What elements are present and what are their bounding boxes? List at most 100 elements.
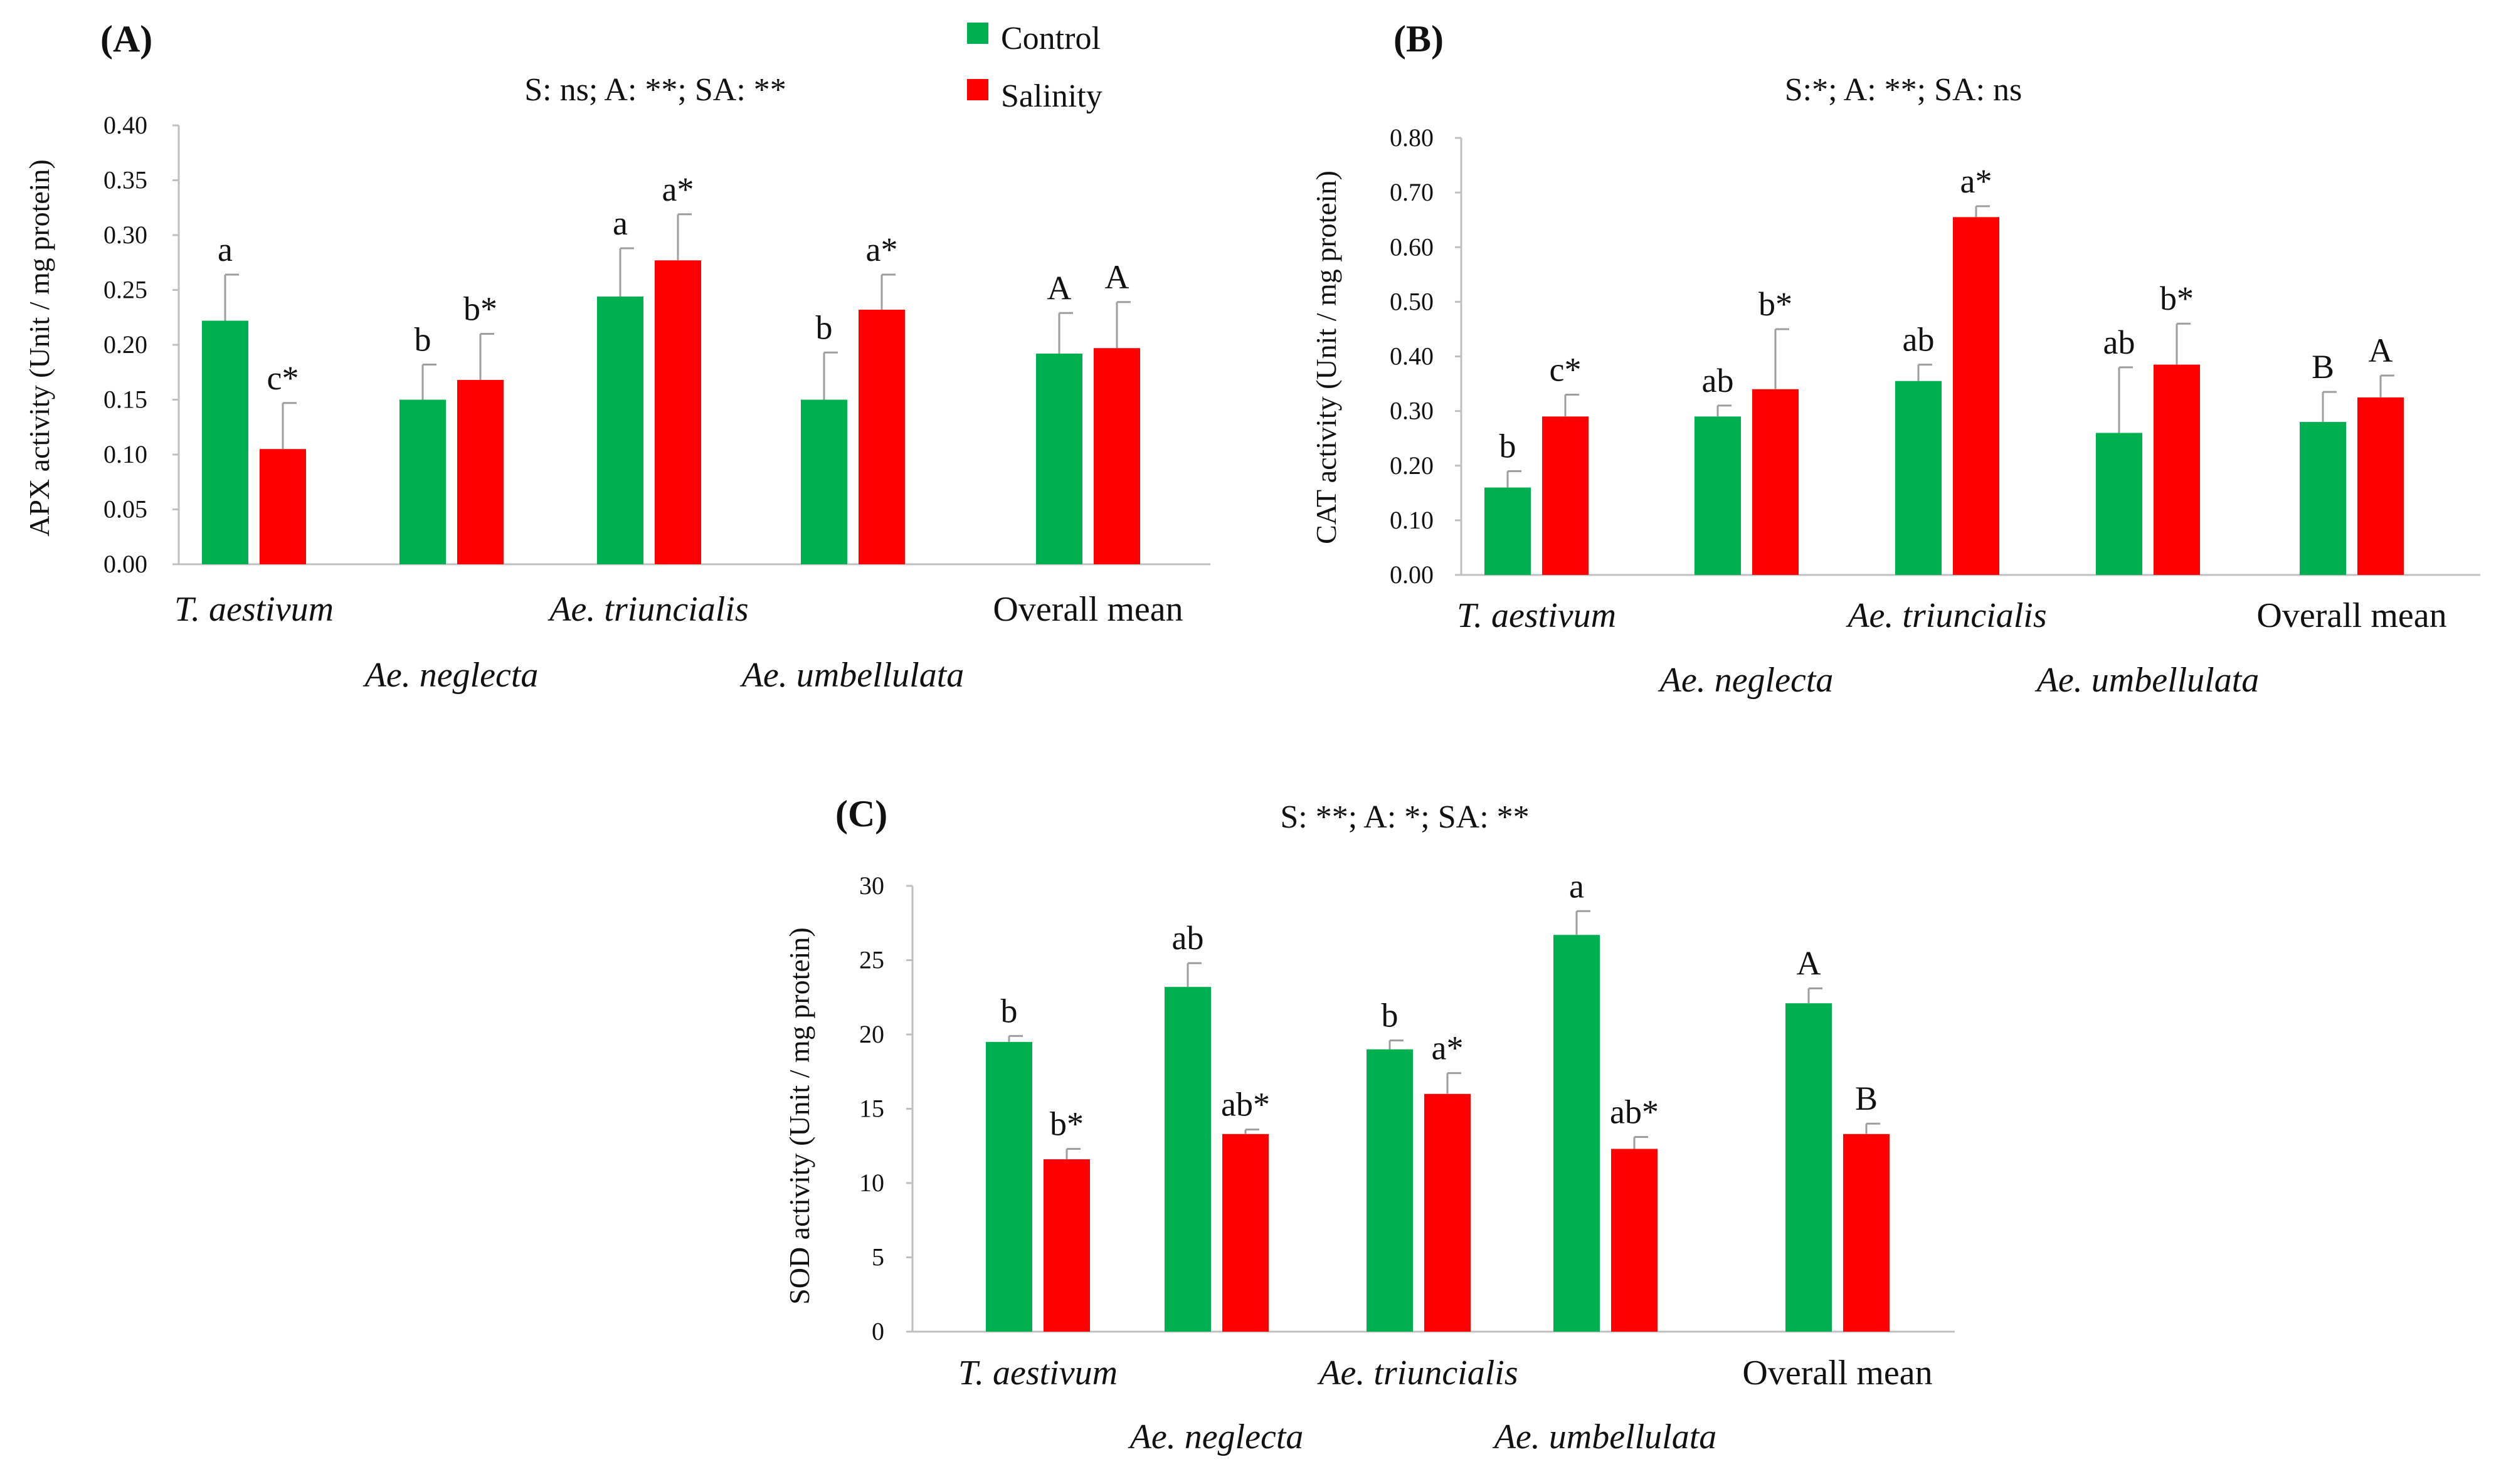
panel-c-data-label-control: b xyxy=(1001,992,1018,1029)
panel-a-x-tick-label: T. aestivum xyxy=(174,590,334,629)
panel-a-y-tick-label: 0.25 xyxy=(103,276,147,304)
panel-b-y-tick-label: 0.40 xyxy=(1390,342,1434,371)
panel-a-bar-control xyxy=(801,399,847,564)
panel-c-data-label-salinity: b* xyxy=(1050,1105,1084,1142)
panel-b-data-label-salinity: A xyxy=(2369,332,2393,369)
panel-a-y-tick-label: 0.00 xyxy=(103,550,147,578)
panel-a-data-label-control: b xyxy=(415,321,431,359)
panel-a-x-tick-label: Overall mean xyxy=(993,590,1183,629)
panel-a-data-label-salinity: a* xyxy=(866,231,898,268)
panel-a-data-label-salinity: A xyxy=(1105,258,1129,296)
panel-b-data-label-control: b xyxy=(1499,427,1516,465)
panel-a-bar-control xyxy=(202,320,248,564)
panel-a-data-label-control: A xyxy=(1047,269,1072,307)
panel-b: (B) S:*; A: **; SA: ns CAT activity (Uni… xyxy=(1310,18,2480,700)
panel-b-data-label-salinity: a* xyxy=(1960,162,1992,200)
panel-b-x-tick-label: Ae. neglecta xyxy=(1658,661,1834,700)
panel-c-data-label-control: ab xyxy=(1172,919,1204,957)
panel-a-bar-salinity xyxy=(655,260,701,564)
panel-c-data-label-control: A xyxy=(1797,945,1821,982)
panel-a-y-tick-label: 0.15 xyxy=(103,386,147,414)
panel-c-data-label-salinity: B xyxy=(1855,1080,1878,1117)
panel-c-y-tick-label: 10 xyxy=(859,1169,884,1197)
panel-a-stats: S: ns; A: **; SA: ** xyxy=(524,72,786,108)
panel-a-data-label-control: a xyxy=(218,231,233,268)
panel-a-y-tick-label: 0.10 xyxy=(103,440,147,468)
panel-c: (C) S: **; A: *; SA: ** SOD activity (Un… xyxy=(783,793,1955,1456)
panel-c-x-tick-label: Overall mean xyxy=(1742,1354,1932,1392)
panel-a-y-tick-label: 0.20 xyxy=(103,330,147,359)
panel-a-bar-salinity xyxy=(260,449,306,564)
panel-c-y-tick-label: 30 xyxy=(859,871,884,900)
panel-c-data-label-salinity: a* xyxy=(1432,1029,1464,1067)
panel-b-y-tick-label: 0.70 xyxy=(1390,178,1434,206)
panel-b-y-tick-label: 0.10 xyxy=(1390,506,1434,534)
legend-control-swatch xyxy=(967,23,988,44)
panel-c-stats: S: **; A: *; SA: ** xyxy=(1280,799,1529,835)
panel-a: (A) S: ns; A: **; SA: ** APX activity (U… xyxy=(23,18,1210,695)
panel-b-bar-salinity xyxy=(2357,397,2404,575)
panel-b-bar-control xyxy=(1484,487,1531,575)
panel-a-y-tick-label: 0.30 xyxy=(103,221,147,249)
panel-a-data-label-salinity: b* xyxy=(463,290,497,328)
panel-b-y-tick-label: 0.80 xyxy=(1390,124,1434,152)
panel-b-ylabel: CAT activity (Unit / mg protein) xyxy=(1310,171,1342,544)
panel-c-bar-salinity xyxy=(1611,1149,1658,1332)
panel-b-bar-salinity xyxy=(2154,364,2200,575)
panel-a-y-tick-label: 0.35 xyxy=(103,166,147,194)
panel-c-bar-salinity xyxy=(1044,1159,1090,1332)
panel-a-data-label-control: a xyxy=(613,204,628,242)
panel-b-bar-control xyxy=(1895,381,1942,575)
panel-a-bar-salinity xyxy=(457,380,504,564)
panel-b-y-tick-label: 0.60 xyxy=(1390,233,1434,261)
panel-c-y-tick-label: 20 xyxy=(859,1020,884,1048)
panel-b-stats: S:*; A: **; SA: ns xyxy=(1785,72,2022,108)
panel-a-bar-control xyxy=(399,399,446,564)
panel-a-label: (A) xyxy=(100,18,152,60)
panel-c-bar-salinity xyxy=(1843,1134,1890,1332)
panel-b-bar-control xyxy=(1695,416,1741,575)
panel-c-label: (C) xyxy=(835,793,887,834)
panel-a-bar-control xyxy=(1036,354,1082,564)
panel-c-bar-control xyxy=(1785,1003,1832,1332)
panel-c-bar-salinity xyxy=(1222,1134,1269,1332)
panel-c-data-label-control: a xyxy=(1569,867,1584,905)
panel-c-x-tick-label: Ae. neglecta xyxy=(1128,1418,1304,1456)
panel-c-y-tick-label: 5 xyxy=(872,1243,884,1271)
panel-a-x-tick-label: Ae. triuncialis xyxy=(547,590,748,629)
panel-a-bar-control xyxy=(597,297,643,564)
panel-c-y-tick-label: 25 xyxy=(859,946,884,974)
panel-b-y-tick-label: 0.50 xyxy=(1390,287,1434,315)
panel-b-x-tick-label: T. aestivum xyxy=(1457,596,1616,635)
legend-control-label: Control xyxy=(1001,21,1101,56)
panel-c-y-tick-label: 0 xyxy=(872,1317,884,1345)
panel-c-data-label-control: b xyxy=(1382,996,1399,1034)
panel-a-data-label-salinity: a* xyxy=(662,171,694,208)
panel-b-data-label-salinity: b* xyxy=(2160,280,2194,317)
panel-b-y-tick-label: 0.00 xyxy=(1390,560,1434,589)
panel-c-y-tick-label: 15 xyxy=(859,1095,884,1123)
panel-c-x-tick-label: Ae. umbellulata xyxy=(1492,1418,1717,1456)
panel-b-data-label-salinity: b* xyxy=(1758,285,1792,323)
legend: Control Salinity xyxy=(967,21,1102,114)
panel-b-x-tick-label: Ae. triuncialis xyxy=(1845,596,2046,635)
panel-a-bar-salinity xyxy=(1094,348,1140,564)
panel-c-ylabel: SOD activity (Unit / mg protein) xyxy=(783,927,815,1305)
panel-b-data-label-salinity: c* xyxy=(1550,350,1582,388)
panel-b-bar-salinity xyxy=(1542,416,1589,575)
legend-salinity-label: Salinity xyxy=(1001,78,1102,114)
panel-c-bar-salinity xyxy=(1424,1093,1471,1332)
panel-c-bar-control xyxy=(986,1041,1032,1332)
panel-c-bar-control xyxy=(1367,1049,1413,1332)
panel-a-ylabel: APX activity (Unit / mg protein) xyxy=(23,159,55,537)
panel-a-x-tick-label: Ae. neglecta xyxy=(362,656,539,695)
panel-b-y-tick-label: 0.20 xyxy=(1390,451,1434,480)
legend-salinity-swatch xyxy=(967,79,988,100)
panel-a-y-tick-label: 0.05 xyxy=(103,495,147,524)
panel-b-y-tick-label: 0.30 xyxy=(1390,397,1434,425)
panel-a-bar-salinity xyxy=(859,310,905,564)
panel-b-bar-control xyxy=(2300,422,2346,575)
panel-b-bar-control xyxy=(2096,433,2142,575)
